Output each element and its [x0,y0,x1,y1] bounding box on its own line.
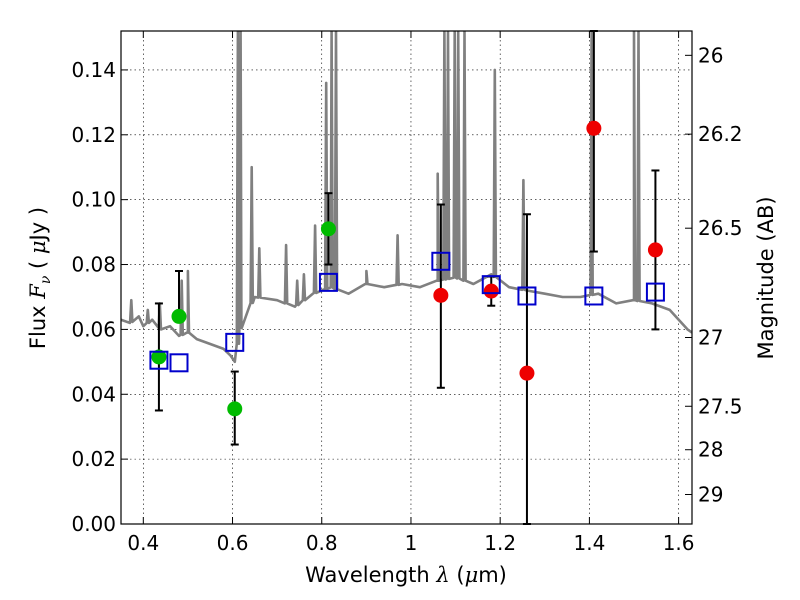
y-tick-label: 0.12 [71,123,116,147]
spectrum-line [121,31,692,364]
model-band-point [517,286,537,306]
mag-tick-label: 27.5 [698,394,743,418]
model-band-point [481,275,501,295]
flux-point [171,308,187,324]
model-spectrum [121,31,692,364]
mag-tick-label: 26.5 [698,216,743,240]
x-tick-label: 1 [405,531,418,555]
data-markers [149,120,665,417]
model-band-point [318,272,338,292]
plot-background [121,31,692,524]
mag-tick-label: 29 [698,482,723,506]
x-tick-label: 0.8 [306,531,338,555]
plot-frame [120,30,693,525]
mag-tick-label: 28 [698,438,723,462]
y-tick-label: 0.06 [71,317,116,341]
flux-point [433,287,449,303]
model-band-point [225,332,245,352]
model-band-point [584,286,604,306]
axis-ticks: 0.4 0.6 0.8 1 1.2 1.4 1.6 0.00 0.02 0.04 0.06 0.08 0… [71,31,743,555]
y-tick-label: 0.00 [71,512,116,536]
x-tick-label: 1.6 [663,531,695,555]
y2-axis-title: Magnitude (AB) [754,196,778,359]
flux-point [519,365,535,381]
y-tick-label: 0.08 [71,253,116,277]
flux-point [227,401,243,417]
y-tick-label: 0.10 [71,188,116,212]
flux-point [483,283,499,299]
grid-lines [121,31,692,525]
mag-tick-label: 26.2 [698,122,743,146]
flux-point [151,349,167,365]
x-tick-label: 0.4 [127,531,159,555]
y-tick-label: 0.14 [71,58,116,82]
model-band-point [169,353,189,373]
mag-tick-label: 26 [698,43,723,67]
x-tick-label: 0.6 [217,531,249,555]
model-band-point [149,350,169,370]
x-tick-label: 1.2 [484,531,516,555]
flux-point [320,221,336,237]
x-tick-label: 1.4 [573,531,605,555]
flux-point [586,120,602,136]
mag-tick-label: 27 [698,326,723,350]
y-axis-title: Flux Fν ( μJy ) [26,207,54,349]
y-tick-label: 0.02 [71,447,116,471]
model-band-point [645,282,665,302]
y-tick-label: 0.04 [71,382,116,406]
model-band-point [431,251,451,271]
x-axis-title: Wavelength λ (μm) [305,563,507,587]
flux-point [647,242,663,258]
